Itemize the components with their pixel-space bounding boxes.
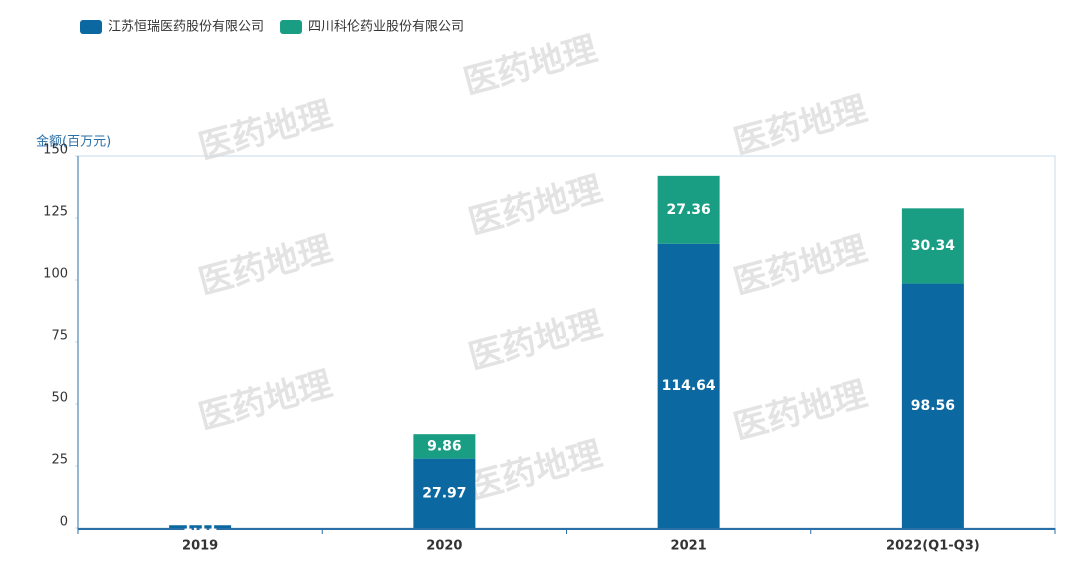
watermark: 医药地理 — [194, 229, 336, 303]
watermark: 医药地理 — [464, 169, 606, 243]
watermark: 医药地理 — [464, 304, 606, 378]
bar — [657, 243, 720, 528]
x-tick-label: 2019 — [182, 539, 218, 554]
value-label: 1.11 — [183, 519, 218, 535]
watermark: 医药地理 — [464, 434, 606, 508]
watermark: 医药地理 — [194, 364, 336, 438]
x-tick-label: 2020 — [426, 539, 462, 554]
value-label: 98.56 — [911, 398, 955, 414]
y-tick-label: 0 — [60, 515, 68, 530]
bar — [413, 434, 476, 459]
value-label: 27.36 — [666, 202, 710, 218]
bar — [657, 175, 720, 244]
watermark: 医药地理 — [729, 89, 871, 163]
y-tick-label: 75 — [51, 329, 68, 344]
legend-swatch — [80, 20, 102, 34]
y-tick-label: 125 — [43, 205, 68, 220]
y-tick-label: 25 — [51, 453, 68, 468]
legend-label: 四川科伦药业股份有限公司 — [308, 20, 464, 35]
watermark: 医药地理 — [729, 374, 871, 448]
y-tick-label: 150 — [43, 143, 68, 158]
x-tick-label: 2022(Q1-Q3) — [886, 539, 980, 554]
watermark: 医药地理 — [459, 29, 601, 103]
y-axis-title: 金额(百万元) — [36, 134, 111, 150]
bar — [901, 283, 964, 528]
bar — [413, 458, 476, 528]
value-label: 9.86 — [427, 438, 462, 454]
watermark: 医药地理 — [729, 229, 871, 303]
y-tick-label: 50 — [51, 391, 68, 406]
value-label: 27.97 — [422, 485, 466, 501]
legend-swatch — [280, 20, 303, 34]
legend-label: 江苏恒瑞医药股份有限公司 — [108, 19, 264, 35]
x-tick-label: 2021 — [671, 539, 707, 554]
value-label: 114.64 — [662, 378, 716, 394]
y-tick-label: 100 — [43, 267, 68, 282]
watermark: 医药地理 — [194, 94, 336, 168]
value-label: 30.34 — [911, 238, 956, 254]
bar — [901, 208, 964, 284]
bar — [169, 525, 232, 528]
